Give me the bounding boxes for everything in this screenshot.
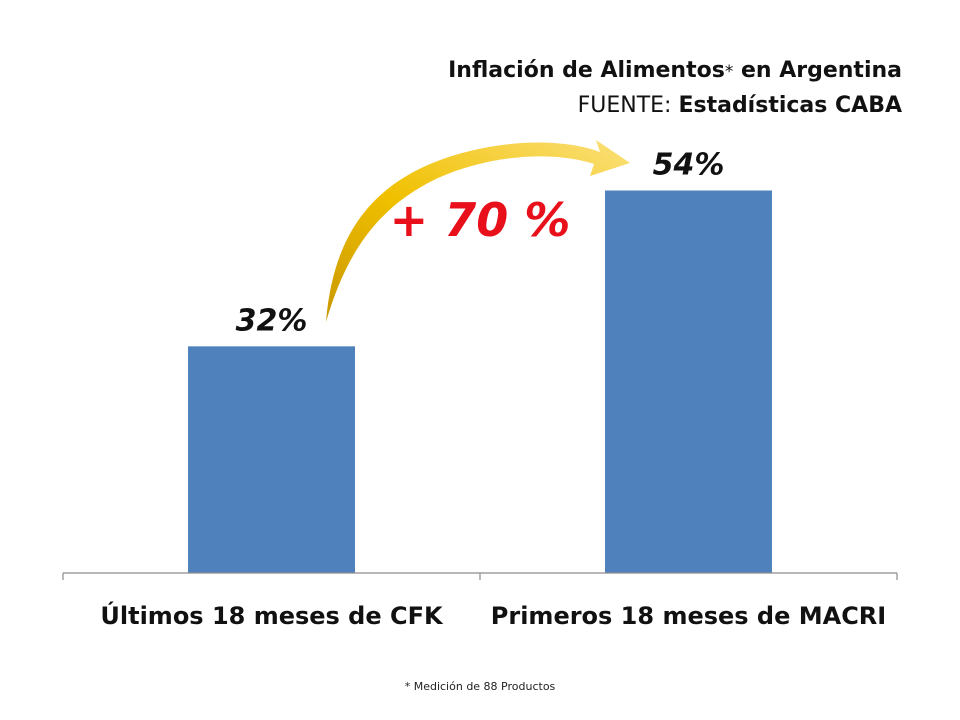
chart-title-block: Inflación de Alimentos* en Argentina FUE…: [448, 54, 902, 123]
curved-arrow-icon: [326, 140, 630, 322]
chart-title-asterisk: *: [724, 62, 734, 82]
data-label-1: 32%: [236, 303, 308, 338]
change-label: + 70 %: [390, 193, 571, 247]
footnote: * Medición de 88 Productos: [404, 680, 556, 693]
chart-title: Inflación de Alimentos* en Argentina: [448, 54, 902, 89]
data-label-2: 54%: [653, 148, 725, 183]
chart-source: FUENTE: Estadísticas CABA: [448, 89, 902, 123]
chart-title-tail: en Argentina: [733, 58, 902, 83]
bar-1: [188, 346, 355, 573]
source-prefix: FUENTE:: [577, 93, 679, 118]
chart-title-main: Inflación de Alimentos: [448, 58, 725, 83]
bars-layer: [188, 190, 772, 573]
labels-layer: 32% Últimos 18 meses de CFK 54% Primeros 18…: [100, 148, 886, 631]
x-axis: [62, 572, 898, 580]
bar-2: [605, 190, 772, 573]
category-label-2: Primeros 18 meses de MACRI: [491, 602, 886, 630]
category-label-1: Últimos 18 meses de CFK: [100, 600, 444, 630]
source-name: Estadísticas CABA: [678, 93, 902, 118]
